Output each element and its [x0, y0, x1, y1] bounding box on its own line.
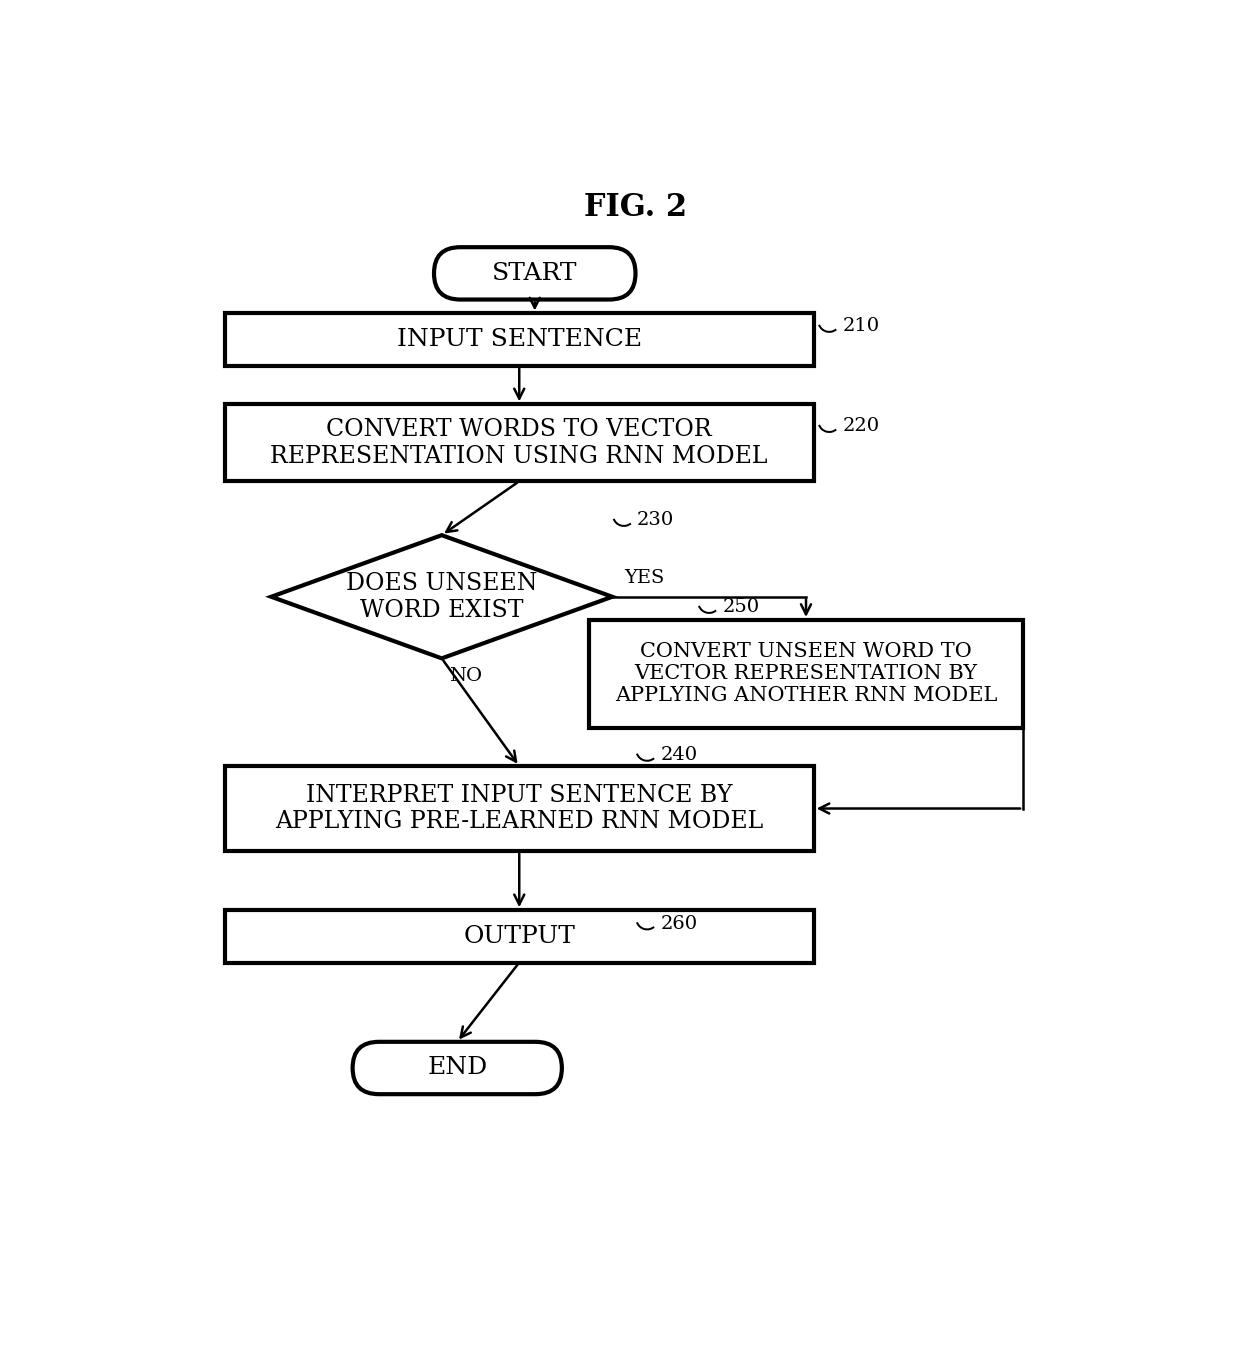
Text: START: START — [492, 261, 578, 284]
Text: 260: 260 — [660, 915, 697, 933]
Text: OUTPUT: OUTPUT — [464, 925, 575, 948]
Bar — [224, 910, 813, 963]
Text: 240: 240 — [660, 746, 697, 764]
Text: NO: NO — [449, 668, 482, 685]
Text: YES: YES — [624, 569, 665, 586]
Bar — [224, 405, 813, 481]
Text: 250: 250 — [722, 598, 759, 616]
Bar — [224, 766, 813, 850]
Text: 220: 220 — [842, 417, 879, 435]
FancyBboxPatch shape — [352, 1041, 562, 1094]
Text: FIG. 2: FIG. 2 — [584, 192, 687, 223]
Text: INTERPRET INPUT SENTENCE BY
APPLYING PRE-LEARNED RNN MODEL: INTERPRET INPUT SENTENCE BY APPLYING PRE… — [275, 784, 764, 833]
Text: CONVERT UNSEEN WORD TO
VECTOR REPRESENTATION BY
APPLYING ANOTHER RNN MODEL: CONVERT UNSEEN WORD TO VECTOR REPRESENTA… — [615, 642, 997, 705]
Text: DOES UNSEEN
WORD EXIST: DOES UNSEEN WORD EXIST — [346, 571, 537, 621]
Text: END: END — [427, 1056, 487, 1079]
Text: 210: 210 — [842, 317, 879, 334]
Text: CONVERT WORDS TO VECTOR
REPRESENTATION USING RNN MODEL: CONVERT WORDS TO VECTOR REPRESENTATION U… — [270, 418, 768, 467]
Polygon shape — [272, 535, 613, 658]
Text: 230: 230 — [637, 512, 675, 529]
Bar — [589, 620, 1023, 727]
Text: INPUT SENTENCE: INPUT SENTENCE — [397, 328, 642, 351]
Bar — [224, 313, 813, 366]
FancyBboxPatch shape — [434, 248, 635, 299]
